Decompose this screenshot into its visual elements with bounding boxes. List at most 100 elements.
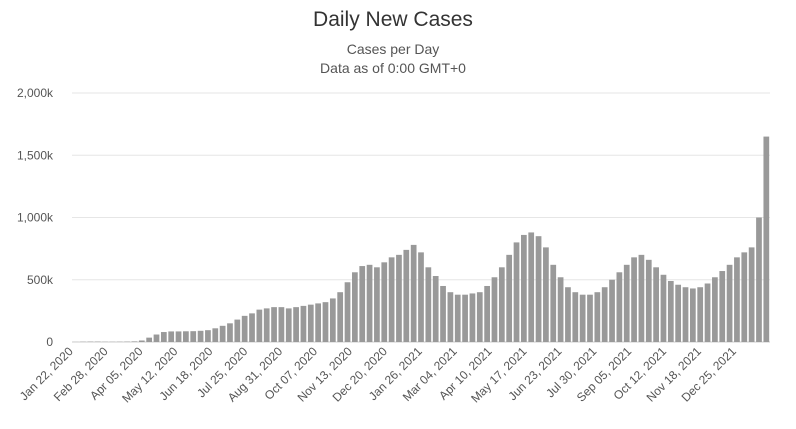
- bar[interactable]: [469, 293, 476, 342]
- bar[interactable]: [557, 277, 564, 342]
- bar[interactable]: [234, 319, 241, 342]
- bar[interactable]: [352, 272, 358, 342]
- bar[interactable]: [447, 292, 454, 342]
- bar[interactable]: [183, 331, 189, 342]
- bars: [72, 136, 770, 343]
- bar[interactable]: [587, 294, 593, 342]
- bar[interactable]: [675, 284, 682, 342]
- bar[interactable]: [388, 257, 395, 342]
- y-tick-label: 2,000k: [17, 86, 54, 100]
- bar[interactable]: [381, 262, 388, 342]
- bar[interactable]: [212, 328, 219, 342]
- bar[interactable]: [594, 292, 601, 342]
- bar[interactable]: [285, 308, 292, 342]
- bar[interactable]: [138, 340, 145, 342]
- chart-subtitle: Cases per Day: [346, 41, 440, 57]
- bar[interactable]: [175, 331, 182, 342]
- bar[interactable]: [645, 259, 652, 342]
- bar[interactable]: [609, 279, 615, 342]
- bar[interactable]: [498, 267, 505, 342]
- y-tick-label: 1,500k: [17, 148, 54, 162]
- bar[interactable]: [653, 267, 659, 342]
- bar[interactable]: [601, 287, 608, 342]
- bar[interactable]: [550, 264, 557, 342]
- bar[interactable]: [256, 309, 263, 342]
- bar[interactable]: [197, 330, 204, 342]
- bar[interactable]: [315, 303, 321, 342]
- bar[interactable]: [660, 274, 667, 342]
- y-tick-label: 0: [46, 335, 53, 349]
- bar[interactable]: [734, 257, 740, 342]
- bar[interactable]: [623, 264, 630, 342]
- bar[interactable]: [271, 307, 277, 342]
- bar[interactable]: [513, 242, 520, 342]
- bar[interactable]: [329, 298, 336, 342]
- bar[interactable]: [521, 234, 527, 342]
- bar[interactable]: [704, 283, 711, 342]
- bar[interactable]: [689, 288, 696, 342]
- bar[interactable]: [454, 294, 461, 342]
- bar[interactable]: [293, 307, 299, 342]
- bar[interactable]: [131, 341, 138, 342]
- bar[interactable]: [528, 232, 535, 342]
- bar[interactable]: [366, 264, 373, 342]
- bar[interactable]: [278, 307, 285, 342]
- bar[interactable]: [484, 285, 490, 342]
- chart-title: Daily New Cases: [313, 8, 473, 31]
- bar[interactable]: [396, 254, 402, 342]
- bar[interactable]: [374, 267, 380, 342]
- bar[interactable]: [763, 136, 770, 342]
- bar[interactable]: [425, 267, 432, 342]
- bar[interactable]: [418, 252, 424, 342]
- bar[interactable]: [307, 304, 314, 342]
- y-tick-label: 1,000k: [17, 211, 54, 225]
- bar[interactable]: [572, 292, 579, 342]
- bar[interactable]: [440, 285, 446, 342]
- bar[interactable]: [337, 292, 344, 342]
- bar[interactable]: [146, 337, 153, 342]
- bar[interactable]: [462, 294, 468, 342]
- bar[interactable]: [748, 247, 755, 342]
- bar[interactable]: [631, 257, 637, 342]
- bar[interactable]: [543, 247, 549, 342]
- bar[interactable]: [249, 313, 255, 342]
- bar[interactable]: [300, 305, 307, 342]
- bar[interactable]: [741, 252, 748, 342]
- bar[interactable]: [616, 272, 623, 342]
- bar[interactable]: [638, 254, 645, 342]
- y-tick-label: 500k: [27, 273, 54, 287]
- bar[interactable]: [160, 332, 167, 342]
- bar[interactable]: [726, 264, 733, 342]
- chart-data-timestamp: Data as of 0:00 GMT+0: [320, 60, 466, 76]
- bar[interactable]: [410, 244, 417, 342]
- bar[interactable]: [432, 276, 439, 342]
- bar[interactable]: [344, 282, 351, 342]
- bar[interactable]: [506, 254, 513, 342]
- bar[interactable]: [205, 330, 211, 342]
- bar[interactable]: [667, 281, 674, 342]
- bar[interactable]: [227, 323, 233, 342]
- bar[interactable]: [719, 271, 726, 342]
- bar[interactable]: [359, 266, 366, 342]
- bar[interactable]: [190, 331, 197, 342]
- bar[interactable]: [697, 287, 704, 342]
- bar[interactable]: [579, 294, 586, 342]
- bar[interactable]: [153, 334, 160, 342]
- bar[interactable]: [712, 277, 718, 342]
- bar[interactable]: [756, 217, 762, 343]
- bar[interactable]: [241, 315, 248, 342]
- bar[interactable]: [491, 277, 498, 342]
- bar[interactable]: [565, 287, 571, 342]
- bar[interactable]: [403, 249, 410, 342]
- bar[interactable]: [476, 292, 483, 342]
- bar[interactable]: [682, 287, 689, 342]
- bar[interactable]: [168, 331, 175, 342]
- bar[interactable]: [263, 308, 270, 342]
- bar[interactable]: [219, 325, 226, 342]
- bar[interactable]: [322, 302, 329, 342]
- bar[interactable]: [535, 236, 542, 342]
- y-axis: 0 500k 1,000k 1,500k 2,000k: [17, 86, 54, 349]
